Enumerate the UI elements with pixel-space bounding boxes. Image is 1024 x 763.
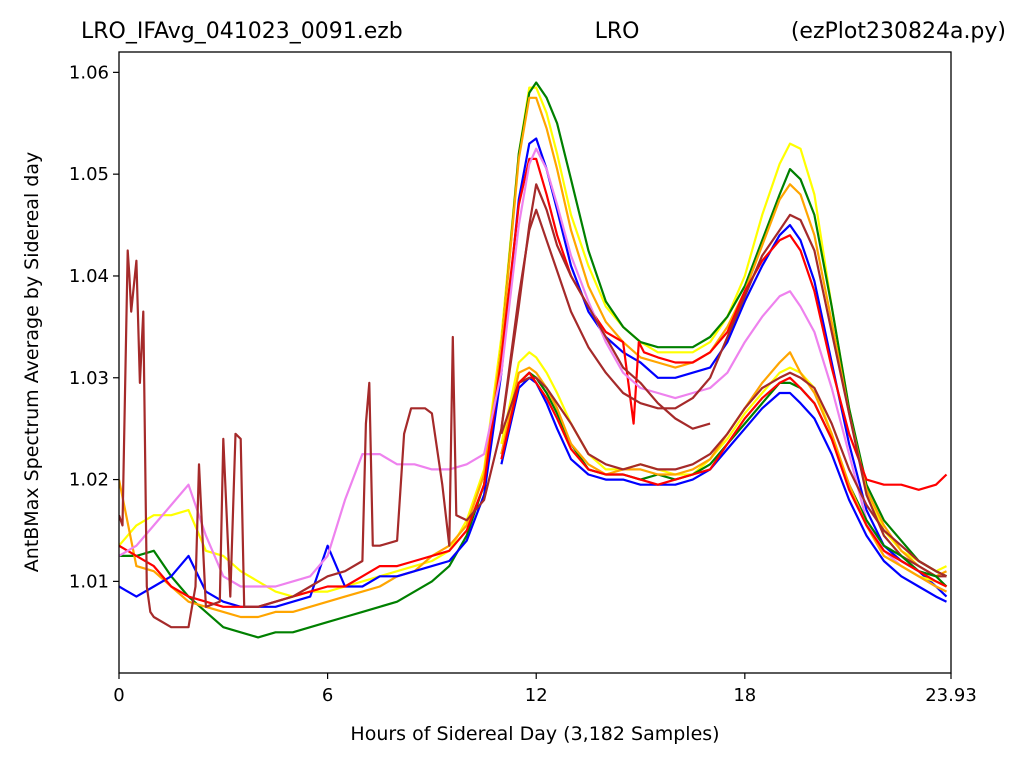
series-line-12 bbox=[500, 371, 947, 578]
series-line-10 bbox=[500, 376, 947, 603]
x-tick-label: 23.93 bbox=[925, 685, 977, 706]
y-axis: 1.01 1.02 1.03 1.04 1.05 1.06 bbox=[69, 62, 119, 592]
series-line-14 bbox=[500, 183, 711, 430]
chart-title-right: (ezPlot230824a.py) bbox=[791, 19, 1006, 44]
y-axis-label: AntBMax Spectrum Average by Sidereal day bbox=[21, 152, 43, 572]
x-tick-label: 0 bbox=[113, 685, 124, 706]
x-tick-label: 18 bbox=[733, 685, 756, 706]
series-line-7 bbox=[119, 208, 947, 629]
series-line-6 bbox=[119, 147, 947, 593]
x-tick-label: 6 bbox=[322, 685, 333, 706]
x-tick-label: 12 bbox=[525, 685, 548, 706]
series-line-13 bbox=[500, 371, 947, 588]
x-axis: 0 6 12 18 23.93 bbox=[113, 673, 977, 706]
plot-frame bbox=[118, 51, 952, 674]
series-line-9 bbox=[500, 371, 948, 588]
y-tick-label: 1.05 bbox=[69, 164, 109, 185]
y-tick-label: 1.04 bbox=[69, 266, 109, 287]
chart-title-left: LRO_IFAvg_041023_0091.ezb bbox=[81, 19, 403, 44]
series-line-3 bbox=[119, 96, 947, 619]
series-line-4 bbox=[119, 137, 948, 608]
series-layer bbox=[119, 81, 948, 639]
y-tick-label: 1.06 bbox=[69, 62, 109, 83]
y-tick-label: 1.02 bbox=[69, 470, 109, 491]
series-line-8 bbox=[500, 351, 947, 588]
chart-title-center: LRO bbox=[595, 19, 640, 44]
series-line-2 bbox=[119, 81, 947, 639]
x-axis-label: Hours of Sidereal Day (3,182 Samples) bbox=[350, 723, 719, 745]
y-tick-label: 1.03 bbox=[69, 368, 109, 389]
y-tick-label: 1.01 bbox=[69, 571, 109, 592]
plot-area bbox=[118, 51, 952, 674]
